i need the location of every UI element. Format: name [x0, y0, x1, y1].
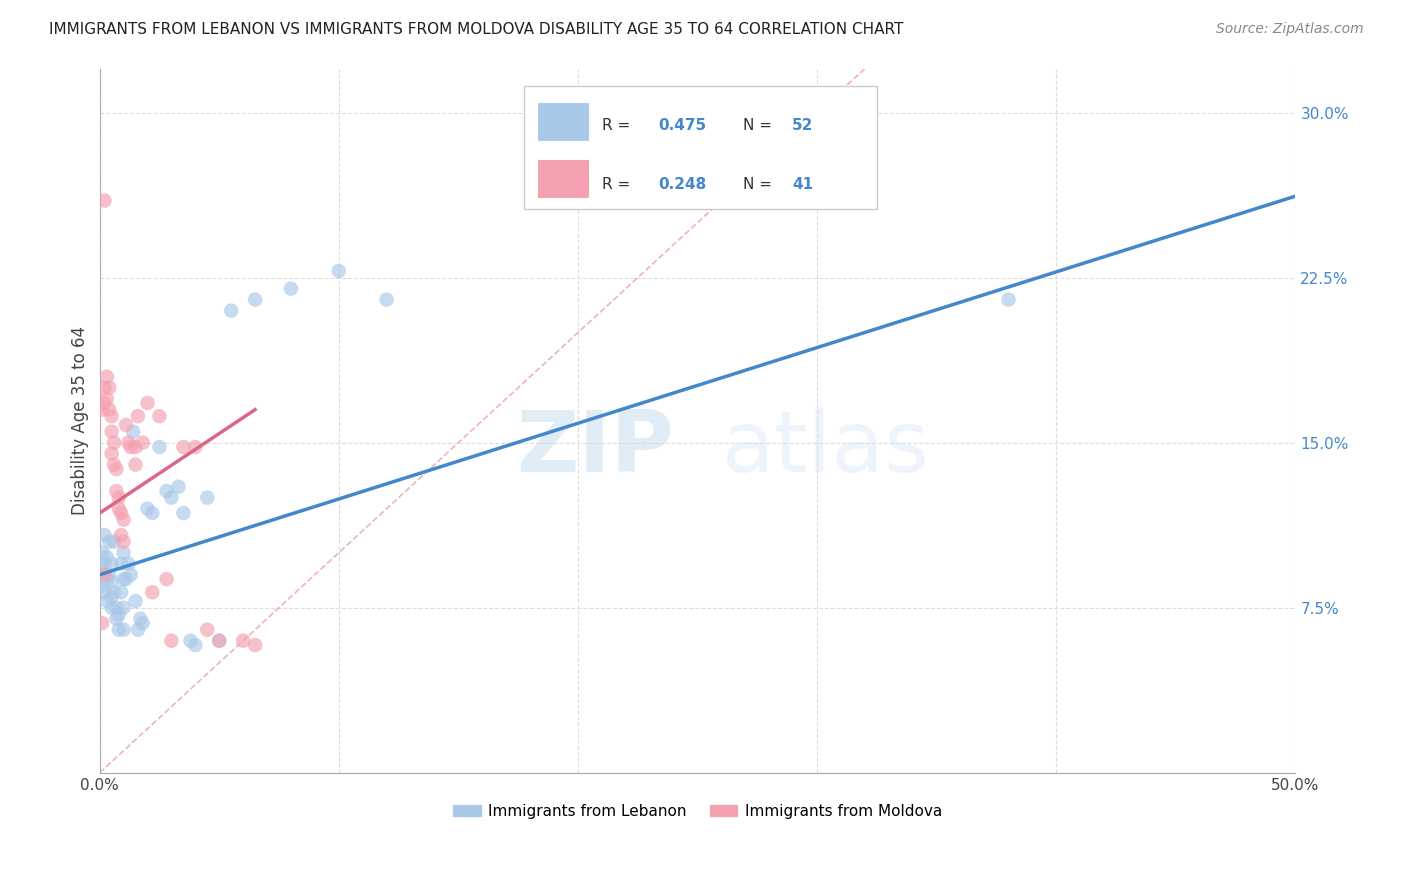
Point [100, 447, 122, 461]
Point [110, 506, 132, 520]
Text: ZIP: ZIP [516, 408, 673, 491]
Legend: Immigrants from Lebanon, Immigrants from Moldova: Immigrants from Lebanon, Immigrants from… [447, 797, 948, 825]
Point [141, 506, 163, 520]
Point [91, 616, 114, 631]
Point [93, 585, 115, 599]
Point [107, 607, 129, 622]
Point [107, 491, 129, 505]
Point [100, 590, 122, 604]
Point [100, 425, 122, 439]
Point [131, 616, 153, 631]
Point [103, 585, 125, 599]
Point [107, 623, 129, 637]
Point [172, 440, 194, 454]
Point [136, 501, 159, 516]
Point [93, 557, 115, 571]
Point [112, 546, 135, 560]
Point [98, 402, 121, 417]
Point [232, 633, 254, 648]
Point [208, 633, 231, 648]
Point [93, 396, 115, 410]
Point [141, 585, 163, 599]
Point [195, 491, 218, 505]
Point [172, 506, 194, 520]
Point [112, 600, 135, 615]
Point [100, 574, 122, 589]
Point [122, 425, 145, 439]
Point [243, 638, 266, 652]
Point [96, 550, 118, 565]
Point [112, 623, 135, 637]
Point [184, 440, 207, 454]
Point [129, 612, 152, 626]
Point [103, 534, 125, 549]
Point [100, 409, 122, 424]
Point [375, 293, 398, 307]
Point [112, 534, 135, 549]
Point [180, 633, 202, 648]
Point [98, 534, 121, 549]
Point [105, 600, 128, 615]
Text: IMMIGRANTS FROM LEBANON VS IMMIGRANTS FROM MOLDOVA DISABILITY AGE 35 TO 64 CORRE: IMMIGRANTS FROM LEBANON VS IMMIGRANTS FR… [49, 22, 904, 37]
Point [160, 633, 183, 648]
Point [105, 462, 128, 476]
Point [96, 572, 118, 586]
Point [208, 633, 231, 648]
Point [148, 440, 170, 454]
Point [280, 282, 302, 296]
Point [103, 458, 125, 472]
Point [117, 557, 139, 571]
Point [127, 623, 149, 637]
Point [124, 458, 146, 472]
Point [100, 557, 122, 571]
Point [96, 369, 118, 384]
Point [115, 417, 138, 432]
Point [112, 513, 135, 527]
Point [103, 435, 125, 450]
Point [124, 440, 146, 454]
Point [328, 264, 350, 278]
Point [156, 484, 179, 499]
Point [115, 572, 138, 586]
Point [110, 557, 132, 571]
Point [107, 501, 129, 516]
Point [136, 396, 159, 410]
Point [110, 528, 132, 542]
Point [156, 572, 179, 586]
Point [105, 612, 128, 626]
Point [100, 600, 122, 615]
Point [98, 567, 121, 582]
Point [105, 484, 128, 499]
Point [93, 381, 115, 395]
Point [997, 293, 1019, 307]
Point [117, 435, 139, 450]
Point [195, 623, 218, 637]
Point [167, 480, 190, 494]
Point [120, 440, 142, 454]
Point [112, 572, 135, 586]
Point [96, 594, 118, 608]
Point [148, 409, 170, 424]
Point [120, 567, 142, 582]
Text: atlas: atlas [721, 408, 929, 491]
Point [91, 546, 114, 560]
Point [184, 638, 207, 652]
Y-axis label: Disability Age 35 to 64: Disability Age 35 to 64 [72, 326, 89, 515]
Point [96, 392, 118, 406]
Point [131, 435, 153, 450]
Point [93, 567, 115, 582]
Text: Source: ZipAtlas.com: Source: ZipAtlas.com [1216, 22, 1364, 37]
Point [93, 528, 115, 542]
Point [124, 594, 146, 608]
Point [91, 563, 114, 577]
Point [219, 303, 242, 318]
Point [93, 194, 115, 208]
Point [243, 293, 266, 307]
Point [160, 491, 183, 505]
Point [98, 381, 121, 395]
Point [91, 579, 114, 593]
Point [110, 585, 132, 599]
Point [127, 409, 149, 424]
Point [91, 402, 114, 417]
